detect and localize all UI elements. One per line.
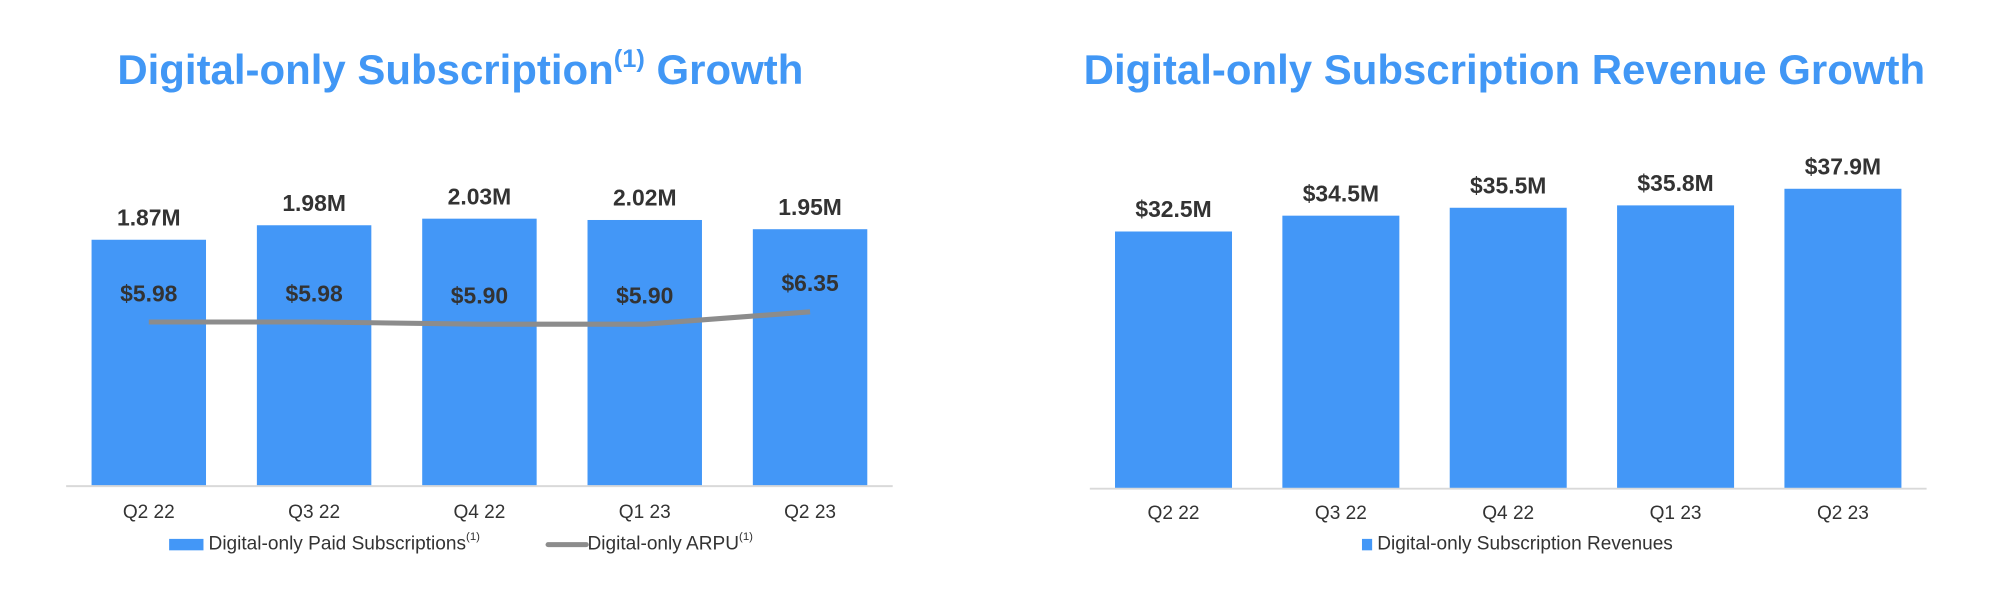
data-label: $5.98	[285, 280, 343, 306]
legend-label: Digital-only Paid Subscriptions(1)	[209, 531, 481, 555]
data-label: $5.90	[616, 283, 673, 309]
data-label: 1.98M	[282, 190, 346, 216]
title-footnote: (1)	[614, 45, 645, 73]
x-tick-label: Q2 23	[784, 502, 836, 523]
data-label: $35.8M	[1637, 170, 1713, 196]
x-tick-label: Q3 22	[1315, 503, 1367, 524]
chart-title: Digital-only Subscription Revenue Growth	[1084, 46, 1925, 93]
bar	[1449, 207, 1567, 489]
bar	[1784, 188, 1902, 489]
legend-text: Digital-only ARPU	[588, 534, 740, 555]
x-tick-label: Q2 22	[1148, 503, 1200, 524]
legend-label: Digital-only Subscription Revenues	[1377, 534, 1673, 555]
data-label: 1.95M	[778, 194, 842, 220]
data-label: 1.87M	[117, 204, 181, 230]
x-tick-label: Q3 22	[288, 502, 340, 523]
legend-swatch	[1361, 538, 1373, 551]
x-tick-label: Q1 23	[619, 502, 671, 523]
legend-item: Digital-only Subscription Revenues	[1361, 534, 1673, 555]
x-tick-label: Q2 23	[1817, 503, 1869, 524]
bar	[1115, 231, 1233, 489]
data-label: $32.5M	[1135, 196, 1211, 222]
chart-title: Digital-only Subscription(1) Growth	[117, 45, 803, 93]
data-label: $6.35	[781, 270, 839, 296]
bar	[91, 239, 207, 487]
title-text: Digital-only Subscription	[117, 46, 613, 93]
legend-text: Digital-only Subscription Revenues	[1377, 534, 1673, 555]
bar	[1617, 205, 1735, 489]
legend-label: Digital-only ARPU(1)	[588, 531, 754, 555]
bar	[1282, 215, 1400, 489]
data-label: $37.9M	[1805, 153, 1881, 179]
data-label: 2.03M	[448, 183, 512, 209]
legend-footnote: (1)	[466, 531, 480, 543]
bar	[752, 229, 868, 487]
data-label: $35.5M	[1470, 172, 1546, 198]
bar	[422, 218, 537, 487]
line	[148, 309, 811, 327]
data-label: 2.02M	[613, 185, 677, 211]
data-label: $34.5M	[1303, 180, 1379, 206]
data-label: $5.90	[451, 283, 508, 309]
legend-item: Digital-only ARPU(1)	[545, 531, 754, 555]
legend-item: Digital-only Paid Subscriptions(1)	[169, 531, 480, 555]
x-tick-label: Q1 23	[1650, 503, 1702, 524]
bar	[256, 225, 372, 487]
bar	[587, 219, 702, 487]
legend-text: Digital-only Paid Subscriptions	[209, 534, 466, 555]
x-tick-label: Q2 22	[123, 502, 175, 523]
x-tick-label: Q4 22	[453, 502, 505, 523]
legend-swatch	[169, 538, 204, 551]
x-tick-label: Q4 22	[1482, 503, 1534, 524]
title-suffix: Growth	[645, 46, 803, 93]
legend-footnote: (1)	[739, 531, 753, 543]
data-label: $5.98	[120, 280, 178, 306]
